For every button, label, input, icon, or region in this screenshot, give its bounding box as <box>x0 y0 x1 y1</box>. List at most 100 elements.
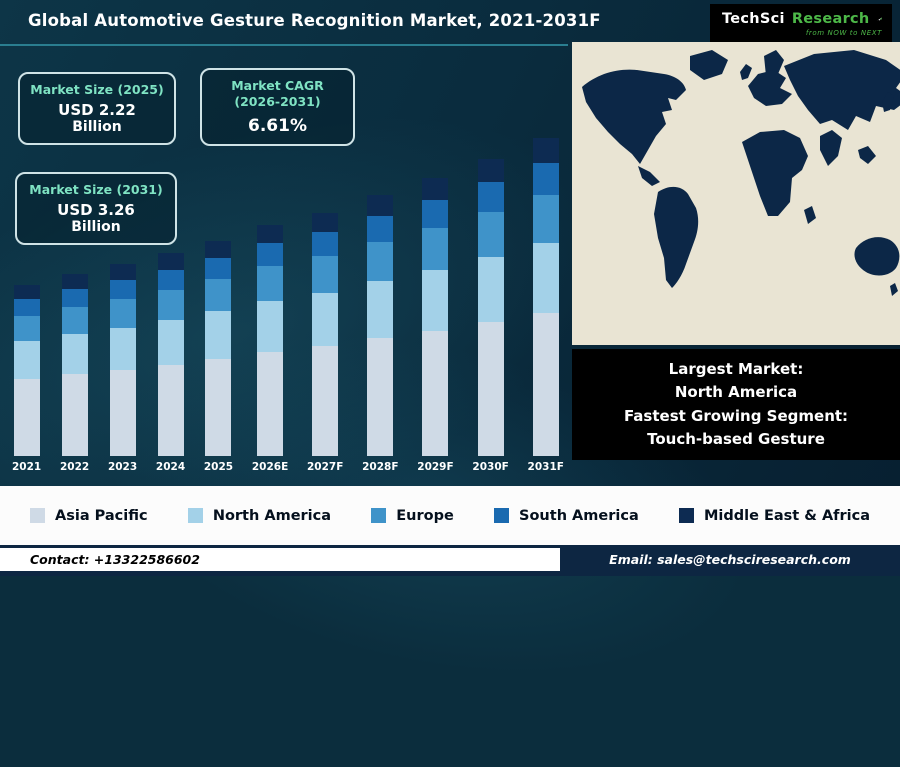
bar-segment-middle-east-africa[interactable] <box>61 274 88 289</box>
stacked-bar-2031f[interactable] <box>532 138 559 456</box>
bar-segment-asia-pacific[interactable] <box>205 359 232 456</box>
bar-column-2021: 2021 <box>12 100 41 476</box>
bar-segment-north-america[interactable] <box>312 293 339 346</box>
bar-segment-europe[interactable] <box>312 256 339 293</box>
bar-segment-europe[interactable] <box>157 290 184 320</box>
bar-segment-middle-east-africa[interactable] <box>312 213 339 232</box>
x-axis-label: 2029F <box>417 461 454 473</box>
bar-segment-middle-east-africa[interactable] <box>532 138 559 163</box>
bar-segment-asia-pacific[interactable] <box>61 374 88 456</box>
x-axis-label: 2030F <box>472 461 509 473</box>
legend-swatch <box>494 508 510 523</box>
bar-segment-south-america[interactable] <box>312 232 339 256</box>
bar-segment-middle-east-africa[interactable] <box>13 285 40 299</box>
stacked-bar-2024[interactable] <box>157 253 184 456</box>
bar-segment-north-america[interactable] <box>205 311 232 359</box>
stacked-bar-2026e[interactable] <box>257 225 284 456</box>
legend-label: North America <box>212 507 332 524</box>
bar-segment-south-america[interactable] <box>61 289 88 307</box>
bar-segment-middle-east-africa[interactable] <box>477 159 504 182</box>
bar-segment-south-america[interactable] <box>109 280 136 299</box>
bar-segment-middle-east-africa[interactable] <box>157 253 184 270</box>
bar-segment-south-america[interactable] <box>205 258 232 279</box>
bar-segment-south-america[interactable] <box>532 163 559 195</box>
bar-segment-north-america[interactable] <box>109 328 136 370</box>
x-axis-label: 2026E <box>251 461 289 473</box>
bar-segment-europe[interactable] <box>532 195 559 243</box>
bar-segment-south-america[interactable] <box>477 182 504 212</box>
bar-segment-south-america[interactable] <box>422 200 449 228</box>
bar-segment-europe[interactable] <box>61 307 88 334</box>
x-axis-label: 2028F <box>362 461 399 473</box>
highlight-line: Touch-based Gesture <box>647 429 825 448</box>
bar-segment-asia-pacific[interactable] <box>257 352 284 456</box>
stacked-bar-2027f[interactable] <box>312 213 339 456</box>
stacked-bar-2021[interactable] <box>13 285 40 456</box>
bar-segment-middle-east-africa[interactable] <box>367 195 394 216</box>
legend-label: Europe <box>396 507 454 524</box>
bar-column-2027f: 2027F <box>307 100 343 476</box>
bar-column-2024: 2024 <box>156 100 185 476</box>
legend: Asia Pacific North America Europe South Ame… <box>0 486 900 545</box>
legend-item-north-america[interactable]: North America <box>187 507 332 524</box>
bar-segment-south-america[interactable] <box>13 299 40 316</box>
logo-text-primary: TechSci <box>722 10 785 27</box>
bar-column-2030f: 2030F <box>472 100 509 476</box>
stat-unit: Billion <box>72 119 122 136</box>
bar-segment-europe[interactable] <box>13 316 40 341</box>
bar-segment-europe[interactable] <box>109 299 136 328</box>
footer: Contact: +13322586602 Email: sales@techs… <box>0 545 900 576</box>
bar-segment-asia-pacific[interactable] <box>477 322 504 456</box>
bar-segment-europe[interactable] <box>367 242 394 281</box>
legend-item-europe[interactable]: Europe <box>371 508 454 524</box>
bar-segment-asia-pacific[interactable] <box>13 379 40 456</box>
bar-segment-north-america[interactable] <box>532 243 559 313</box>
bar-segment-middle-east-africa[interactable] <box>109 264 136 280</box>
stacked-bar-2025[interactable] <box>205 241 232 456</box>
bar-segment-north-america[interactable] <box>422 270 449 331</box>
bar-segment-asia-pacific[interactable] <box>157 365 184 456</box>
bar-segment-asia-pacific[interactable] <box>532 313 559 456</box>
bar-segment-north-america[interactable] <box>13 341 40 379</box>
bar-segment-north-america[interactable] <box>257 301 284 352</box>
stacked-bar-2028f[interactable] <box>367 195 394 456</box>
bar-column-2029f: 2029F <box>417 100 454 476</box>
x-axis-label: 2021 <box>12 461 42 473</box>
bar-segment-north-america[interactable] <box>367 281 394 338</box>
stat-label: Market CAGR (2026-2031) <box>231 78 324 110</box>
highlight-line: North America <box>674 383 798 402</box>
stacked-bar-2029f[interactable] <box>422 178 449 456</box>
bar-segment-asia-pacific[interactable] <box>422 331 449 456</box>
bar-segment-middle-east-africa[interactable] <box>422 178 449 200</box>
x-axis-label: 2031F <box>527 461 564 473</box>
legend-item-asia-pacific[interactable]: Asia Pacific <box>30 508 148 524</box>
bar-column-2025: 2025 <box>204 100 233 476</box>
legend-item-middle-east-africa[interactable]: Middle East & Africa <box>678 508 870 524</box>
legend-item-south-america[interactable]: South America <box>494 508 639 524</box>
bar-segment-north-america[interactable] <box>157 320 184 365</box>
stat-value: USD 3.26 <box>57 201 135 220</box>
bar-segment-asia-pacific[interactable] <box>367 338 394 456</box>
bar-segment-north-america[interactable] <box>61 334 88 374</box>
bar-segment-middle-east-africa[interactable] <box>205 241 232 258</box>
bar-segment-europe[interactable] <box>422 228 449 270</box>
stacked-bar-2023[interactable] <box>109 264 136 456</box>
bar-segment-asia-pacific[interactable] <box>312 346 339 456</box>
bar-segment-north-america[interactable] <box>477 257 504 322</box>
bar-segment-europe[interactable] <box>477 212 504 257</box>
stacked-bar-2022[interactable] <box>61 274 88 456</box>
contact-email: Email: sales@techsciresearch.com <box>560 548 900 571</box>
stacked-bar-2030f[interactable] <box>477 159 504 456</box>
bar-column-2028f: 2028F <box>362 100 399 476</box>
bar-segment-south-america[interactable] <box>157 270 184 290</box>
bar-segment-asia-pacific[interactable] <box>109 370 136 456</box>
legend-swatch <box>187 508 203 523</box>
bar-segment-south-america[interactable] <box>257 243 284 266</box>
x-axis-label: 2025 <box>203 461 234 473</box>
bar-segment-middle-east-africa[interactable] <box>257 225 284 243</box>
footer-divider <box>0 545 900 548</box>
bar-segment-south-america[interactable] <box>367 216 394 242</box>
logo-text-secondary: Research <box>791 10 870 27</box>
bar-segment-europe[interactable] <box>257 266 284 301</box>
bar-segment-europe[interactable] <box>205 279 232 311</box>
